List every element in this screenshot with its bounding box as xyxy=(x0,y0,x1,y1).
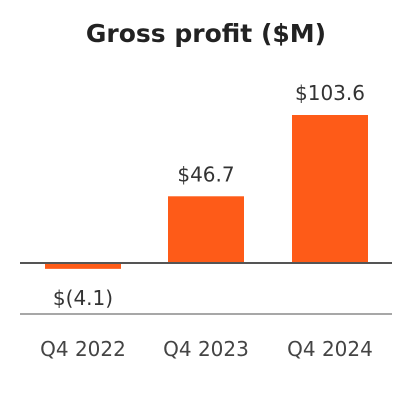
x-tick-labels-group: Q4 2022 Q4 2023 Q4 2024 xyxy=(40,337,373,361)
chart-title: Gross profit ($M) xyxy=(86,19,326,48)
value-labels-group: $(4.1) $46.7 $103.6 xyxy=(53,81,365,310)
x-tick-label-1: Q4 2023 xyxy=(163,337,249,361)
bar-1 xyxy=(168,196,244,263)
x-tick-label-0: Q4 2022 xyxy=(40,337,126,361)
bars-group xyxy=(45,115,368,269)
value-label-0: $(4.1) xyxy=(53,286,113,310)
x-tick-label-2: Q4 2024 xyxy=(287,337,373,361)
bar-2 xyxy=(292,115,368,263)
value-label-1: $46.7 xyxy=(177,162,234,186)
value-label-2: $103.6 xyxy=(295,81,365,105)
bar-0 xyxy=(45,263,121,269)
